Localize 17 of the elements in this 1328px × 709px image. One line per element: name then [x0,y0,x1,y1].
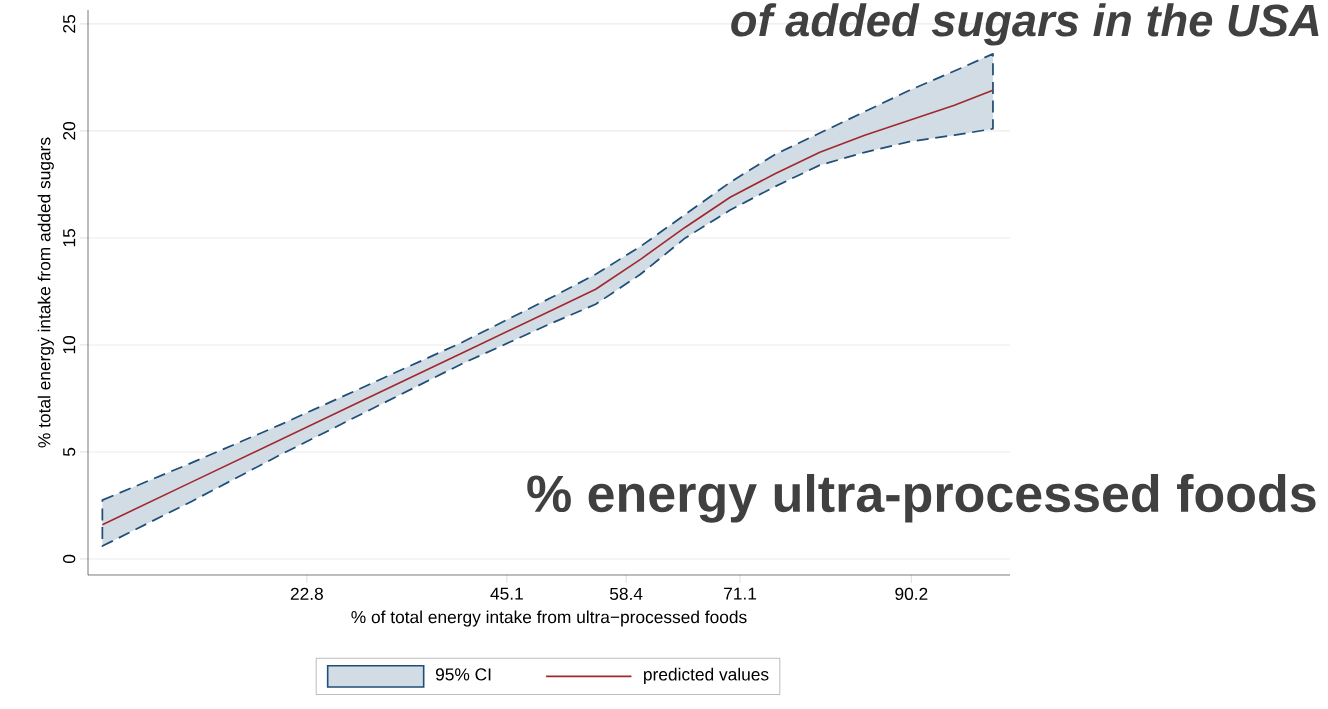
x-tick-label: 22.8 [290,587,323,600]
y-tick-label: 20 [63,121,76,140]
x-tick-label: 45.1 [490,587,523,600]
x-tick-label: 58.4 [609,587,643,600]
y-tick-label: 15 [63,229,76,247]
chart-title: of added sugars in the USA [731,3,1319,46]
x-tick-label: 71.1 [724,587,757,600]
y-axis-title: % total energy intake from added sugars [37,137,54,448]
y-tick-label: 25 [63,14,76,33]
text: 95% CI [435,668,491,681]
legend-label: predicted values [644,667,769,684]
y-tick-label: 10 [63,335,76,354]
y-tick-label: 5 [63,447,76,457]
x-tick-label: 90.2 [895,587,928,600]
x-axis-title: % of total energy intake from ultra−processed foods [351,610,747,627]
annotation: % energy ultra-processed foods [527,474,1316,523]
y-tick-label: 0 [63,554,76,564]
